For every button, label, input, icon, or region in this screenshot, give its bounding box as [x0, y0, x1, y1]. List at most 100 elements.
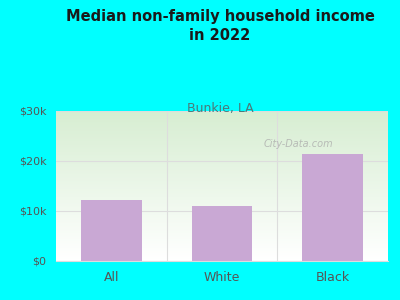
Bar	[56, 184, 388, 185]
Bar	[56, 170, 388, 171]
Bar	[56, 213, 388, 214]
Bar	[56, 123, 388, 124]
Bar	[56, 237, 388, 238]
Bar	[56, 232, 388, 233]
Bar	[56, 173, 388, 174]
Bar	[56, 227, 388, 228]
Bar	[56, 140, 388, 141]
Bar	[56, 154, 388, 155]
Bar	[56, 225, 388, 226]
Bar	[81, 200, 142, 261]
Bar	[56, 113, 388, 114]
Bar	[56, 260, 388, 261]
Bar	[56, 135, 388, 136]
Bar	[56, 202, 388, 203]
Bar	[56, 243, 388, 244]
Bar	[56, 162, 388, 163]
Bar	[56, 194, 388, 195]
Bar	[56, 216, 388, 217]
Bar	[56, 115, 388, 116]
Bar	[56, 166, 388, 167]
Bar	[56, 222, 388, 223]
Bar	[56, 219, 388, 220]
Bar	[56, 169, 388, 170]
Bar	[56, 160, 388, 161]
Bar	[56, 164, 388, 165]
Bar	[56, 186, 388, 187]
Bar	[56, 146, 388, 147]
Bar	[56, 157, 388, 158]
Bar	[56, 175, 388, 176]
Bar	[56, 189, 388, 190]
Bar	[56, 244, 388, 245]
Bar	[56, 178, 388, 179]
Bar	[56, 238, 388, 239]
Bar	[56, 122, 388, 123]
Bar	[56, 183, 388, 184]
Bar	[56, 139, 388, 140]
Bar	[56, 176, 388, 177]
Bar	[56, 211, 388, 212]
Bar	[56, 221, 388, 222]
Bar	[56, 150, 388, 151]
Bar	[56, 137, 388, 138]
Bar	[56, 208, 388, 209]
Bar	[56, 161, 388, 162]
Bar	[56, 202, 388, 203]
Bar	[56, 195, 388, 196]
Bar	[56, 149, 388, 150]
Bar	[56, 169, 388, 170]
Bar	[56, 220, 388, 221]
Bar	[56, 215, 388, 216]
Bar	[56, 229, 388, 230]
Bar	[56, 111, 388, 112]
Bar	[56, 257, 388, 258]
Bar	[302, 154, 363, 261]
Bar	[56, 144, 388, 145]
Bar	[56, 190, 388, 191]
Bar	[56, 236, 388, 237]
Bar	[56, 125, 388, 126]
Bar	[56, 136, 388, 137]
Bar	[56, 182, 388, 183]
Bar	[56, 206, 388, 207]
Bar	[56, 160, 388, 161]
Bar	[56, 200, 388, 201]
Bar	[56, 218, 388, 219]
Bar	[56, 138, 388, 139]
Bar	[56, 255, 388, 256]
Bar	[56, 174, 388, 175]
Bar	[56, 114, 388, 115]
Bar	[56, 223, 388, 224]
Bar	[56, 155, 388, 156]
Bar	[56, 258, 388, 259]
Bar	[56, 231, 388, 232]
Bar	[56, 210, 388, 211]
Bar	[56, 217, 388, 218]
Bar	[56, 188, 388, 189]
Bar	[56, 201, 388, 202]
Bar	[56, 119, 388, 120]
Bar	[56, 172, 388, 173]
Bar	[56, 241, 388, 242]
Bar	[56, 143, 388, 144]
Bar	[56, 128, 388, 129]
Bar	[56, 118, 388, 119]
Bar	[56, 245, 388, 246]
Bar	[56, 112, 388, 113]
Bar	[56, 167, 388, 168]
Bar	[56, 256, 388, 257]
Bar	[56, 131, 388, 132]
Bar	[56, 163, 388, 164]
Bar	[56, 207, 388, 208]
Bar	[56, 130, 388, 131]
Bar	[56, 142, 388, 143]
Bar	[56, 121, 388, 122]
Bar	[56, 239, 388, 240]
Bar	[56, 177, 388, 178]
Bar	[56, 259, 388, 260]
Bar	[56, 203, 388, 204]
Bar	[56, 118, 388, 119]
Bar	[56, 171, 388, 172]
Bar	[56, 242, 388, 243]
